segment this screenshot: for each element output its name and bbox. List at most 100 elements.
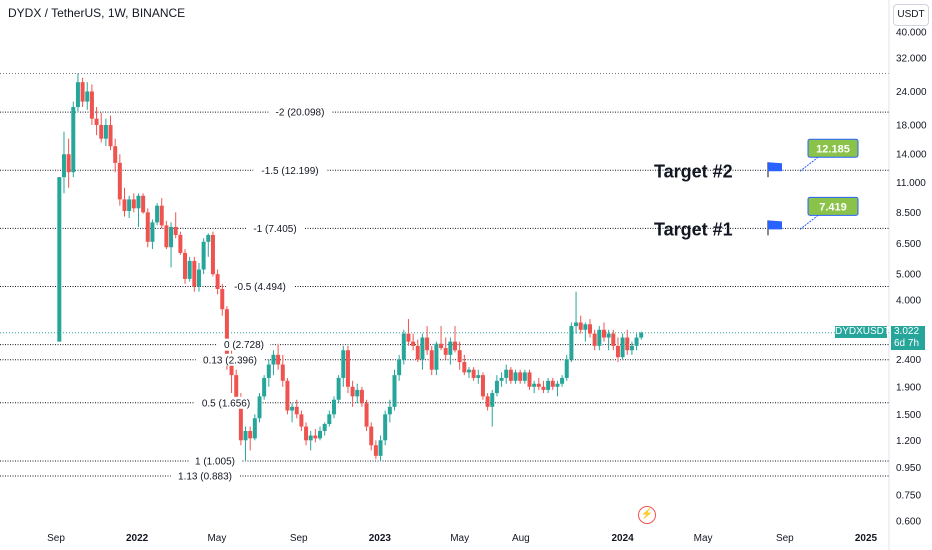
y-tick-label: 32.000 [896,53,927,64]
candle-body [234,375,239,400]
candle-body [164,225,169,248]
currency-unit-button[interactable]: USDT [893,4,929,26]
target-label: Target #1 [654,219,733,239]
candle [471,367,476,381]
candle [178,231,183,255]
candle-body [215,274,220,290]
y-tick-label: 6.500 [896,239,921,250]
y-tick-label: 18.000 [896,120,927,131]
candle-body [364,403,369,427]
candle-body [462,362,467,373]
x-tick-label: 2023 [369,533,392,544]
candle [504,364,509,384]
candle-body [285,380,290,411]
fib-label-bg [246,222,304,235]
candle [601,322,606,342]
candle-body [238,399,243,441]
candle [94,107,99,136]
x-tick-label: May [207,533,226,544]
candle-body [378,440,383,456]
fib-label-bg [170,470,240,483]
callout-pointer [799,215,819,230]
candle [560,375,565,387]
lightning-icon[interactable]: ⚡ [638,506,656,524]
candle-body [629,345,634,351]
candle [336,375,341,404]
candle-body [578,322,583,330]
y-tick-label: 1.500 [896,410,921,421]
candle-body [350,386,355,397]
candle-body [266,364,271,378]
candle-body [448,341,453,355]
candle-body [187,260,192,279]
candle [122,187,127,217]
candle [141,193,146,214]
candle [266,359,271,387]
chart-title: DYDX / TetherUS, 1W, BINANCE [8,6,186,20]
y-tick-label: 5.000 [896,270,921,281]
candles [57,73,644,462]
candle [248,426,253,451]
candle-body [611,333,616,346]
candle-body [476,375,481,378]
candle [369,422,374,451]
candle-body [564,359,569,378]
flag-icon [768,162,782,172]
fib-label: 1 (1.005) [195,456,235,467]
candle-body [411,341,416,346]
candle-body [550,380,555,387]
x-tick-label: 2024 [611,533,634,544]
candle [411,333,416,351]
candle [85,82,90,110]
flag-icon [768,220,782,230]
candle-body [392,375,397,407]
candle-body [639,332,644,338]
candle [113,138,118,173]
candle [536,377,541,390]
candle [392,369,397,411]
candle [80,77,85,108]
candle-body [494,380,499,394]
candle [313,429,318,443]
candle-body [597,329,602,346]
candle-body [192,260,197,287]
candle [378,435,383,462]
fib-label: 0.5 (1.656) [202,398,250,409]
candle [220,283,225,316]
candle [164,220,169,250]
candle [443,337,448,360]
candle [429,345,434,376]
candle [183,249,188,284]
candle [578,315,583,334]
candle [341,345,346,387]
candle [299,410,304,431]
candle-body [574,322,579,327]
candle-body [443,348,448,355]
candle [71,101,76,178]
candle [425,326,430,355]
candle [280,354,285,387]
candle-body [466,369,471,373]
candle-body [122,199,127,211]
candle [355,383,360,404]
candle [308,430,313,451]
candle-body [262,377,267,397]
candle-body [569,326,574,360]
fib-label-bg [194,396,258,409]
candle [555,380,560,397]
candle [243,426,248,462]
candle-body [508,369,513,381]
candle [99,112,104,143]
target-label: Target #2 [654,161,733,181]
candle-body [383,414,388,441]
candle [462,354,467,376]
candle [252,414,257,441]
candle-body [615,345,620,358]
fib-label: 0 (2.728) [224,340,264,351]
candle [103,118,108,147]
candle-body [583,324,588,330]
candle [406,319,411,346]
candle [210,231,215,277]
candle [201,238,206,275]
